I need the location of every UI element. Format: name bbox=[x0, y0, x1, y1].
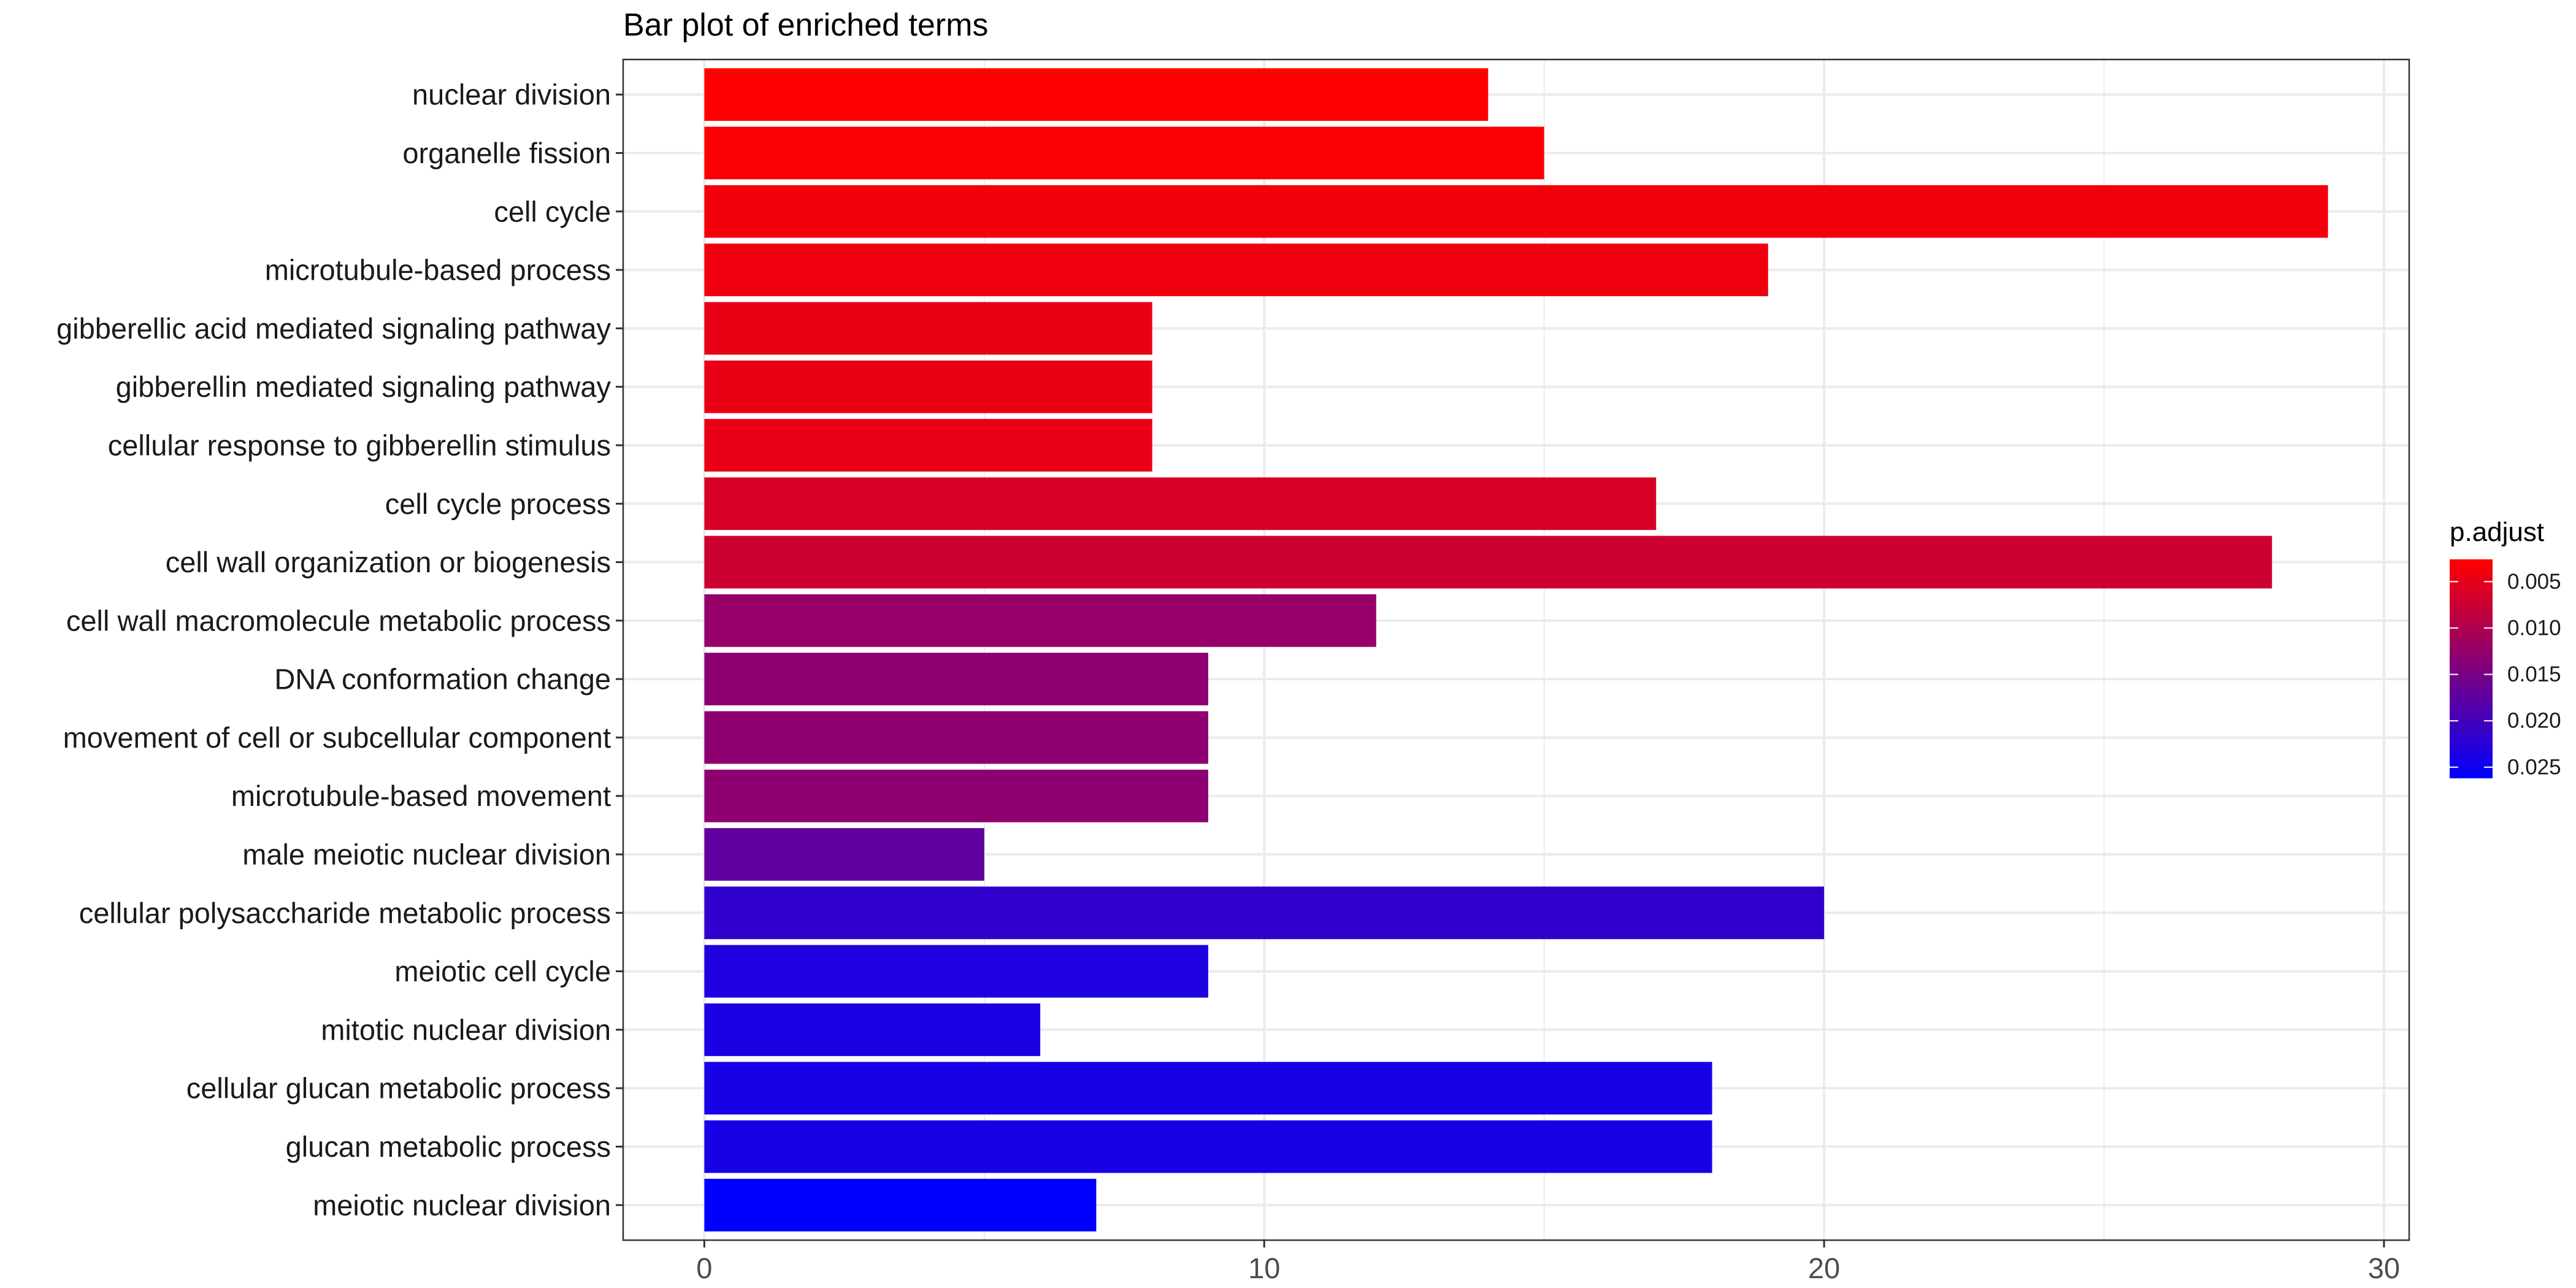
bar bbox=[704, 886, 1825, 940]
chart-title: Bar plot of enriched terms bbox=[623, 7, 988, 43]
bar bbox=[704, 419, 1152, 472]
panel-border bbox=[622, 58, 2410, 1241]
category-label: glucan metabolic process bbox=[286, 1130, 611, 1163]
bar bbox=[704, 302, 1152, 355]
category-label: male meiotic nuclear division bbox=[242, 838, 611, 871]
bar bbox=[704, 653, 1208, 706]
legend: p.adjust 0.005 0.010 0.015 0.020 0.025 bbox=[2450, 517, 2561, 779]
bar bbox=[704, 1062, 1712, 1115]
x-tick-label: 10 bbox=[1248, 1252, 1280, 1284]
category-label: cell wall organization or biogenesis bbox=[166, 546, 611, 578]
category-label: cell cycle process bbox=[385, 488, 611, 520]
category-label: gibberellic acid mediated signaling path… bbox=[56, 312, 611, 345]
bar bbox=[704, 185, 2328, 238]
category-label: meiotic nuclear division bbox=[313, 1189, 611, 1221]
bar bbox=[704, 243, 1768, 296]
bars bbox=[704, 68, 2328, 1232]
bar bbox=[704, 1003, 1041, 1056]
category-label: microtubule-based movement bbox=[231, 780, 611, 812]
legend-label: 0.005 bbox=[2507, 570, 2561, 594]
category-label: meiotic cell cycle bbox=[394, 955, 611, 987]
bar bbox=[704, 535, 2272, 589]
legend-label: 0.025 bbox=[2507, 755, 2561, 779]
bar bbox=[704, 1178, 1097, 1232]
bar bbox=[704, 126, 1544, 180]
y-axis: nuclear division organelle fission cell cy… bbox=[56, 79, 623, 1221]
category-label: cellular glucan metabolic process bbox=[186, 1072, 611, 1105]
category-label: cell wall macromolecule metabolic proces… bbox=[66, 604, 611, 637]
category-label: organelle fission bbox=[402, 137, 611, 169]
x-tick-label: 30 bbox=[2368, 1252, 2400, 1284]
bar bbox=[704, 594, 1376, 647]
category-label: movement of cell or subcellular componen… bbox=[63, 721, 611, 754]
bar bbox=[704, 769, 1208, 822]
category-label: cell cycle bbox=[494, 195, 611, 228]
bar bbox=[704, 477, 1657, 531]
bar bbox=[704, 68, 1489, 121]
category-label: mitotic nuclear division bbox=[321, 1013, 611, 1046]
bar bbox=[704, 828, 984, 881]
category-label: nuclear division bbox=[412, 79, 611, 111]
legend-label: 0.010 bbox=[2507, 616, 2561, 640]
x-tick-label: 20 bbox=[1808, 1252, 1840, 1284]
bar bbox=[704, 360, 1152, 413]
x-tick-label: 0 bbox=[696, 1252, 712, 1284]
category-label: cellular polysaccharide metabolic proces… bbox=[79, 897, 611, 929]
category-label: gibberellin mediated signaling pathway bbox=[116, 370, 611, 403]
x-axis: 0 10 20 30 bbox=[696, 1240, 2400, 1284]
bar bbox=[704, 711, 1208, 764]
legend-label: 0.020 bbox=[2507, 709, 2561, 733]
legend-label: 0.015 bbox=[2507, 662, 2561, 686]
bar bbox=[704, 1120, 1712, 1173]
legend-title: p.adjust bbox=[2450, 517, 2544, 547]
category-label: microtubule-based process bbox=[265, 254, 611, 286]
legend-ticks: 0.005 0.010 0.015 0.020 0.025 bbox=[2450, 570, 2561, 779]
category-label: cellular response to gibberellin stimulu… bbox=[108, 429, 611, 461]
category-label: DNA conformation change bbox=[274, 663, 611, 696]
bar bbox=[704, 945, 1208, 998]
legend-colorbar bbox=[2450, 559, 2493, 778]
